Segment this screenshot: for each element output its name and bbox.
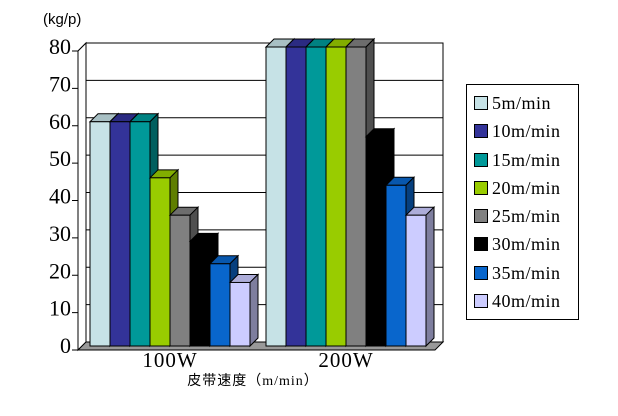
bar-front-face — [109, 121, 131, 347]
bar-40m/min-100W — [228, 273, 260, 348]
bar-front-face — [209, 263, 231, 347]
legend-label: 15m/min — [492, 149, 561, 170]
left-wall — [77, 41, 87, 352]
y-tick-label: 10 — [49, 296, 71, 321]
bar-side-face — [425, 205, 435, 348]
bar-front-face — [345, 46, 367, 347]
bar-front-face — [189, 240, 211, 347]
legend-label: 30m/min — [492, 234, 561, 255]
x-axis-title: 皮带速度（m/min） — [187, 373, 319, 389]
legend-swatch — [474, 180, 488, 195]
legend-label: 35m/min — [492, 262, 561, 283]
legend-label: 25m/min — [492, 206, 561, 227]
y-tick-label: 80 — [49, 34, 71, 59]
legend-swatch — [474, 265, 488, 280]
legend-row: 25m/min — [474, 207, 578, 225]
legend-label: 10m/min — [492, 121, 561, 142]
legend-row: 10m/min — [474, 122, 578, 140]
y-tick-label: 0 — [60, 333, 71, 358]
bar-front-face — [265, 46, 287, 347]
bar-front-face — [285, 46, 307, 347]
bar-front-face — [149, 177, 171, 347]
y-tick-label: 30 — [49, 221, 71, 246]
bar-front-face — [365, 136, 387, 347]
legend-swatch — [474, 152, 488, 167]
legend-label: 40m/min — [492, 290, 561, 311]
category-label: 100W — [142, 348, 197, 372]
legend-row: 30m/min — [474, 235, 578, 253]
legend-swatch — [474, 237, 488, 252]
legend-row: 5m/min — [474, 94, 578, 112]
y-tick-label: 70 — [49, 71, 71, 96]
bar-front-face — [305, 46, 327, 347]
legend-row: 20m/min — [474, 179, 578, 197]
legend-swatch — [474, 96, 488, 111]
bar-front-face — [129, 121, 151, 347]
bars-layer — [88, 37, 436, 348]
bar-front-face — [89, 121, 111, 347]
y-tick-label: 40 — [49, 184, 71, 209]
y-axis-unit-label: (kg/p) — [43, 11, 81, 28]
axis-labels: 0 10 20 30 40 50 60 70 80 100W 200W — [49, 34, 373, 372]
bar-front-face — [405, 214, 427, 347]
category-label: 200W — [318, 348, 373, 372]
legend-row: 40m/min — [474, 292, 578, 310]
bar-front-face — [229, 281, 251, 347]
legend-swatch — [474, 124, 488, 139]
y-tick-label: 20 — [49, 258, 71, 283]
y-tick-label: 50 — [49, 146, 71, 171]
bar-40m/min-200W — [404, 205, 436, 348]
legend-label: 20m/min — [492, 177, 561, 198]
legend-row: 35m/min — [474, 264, 578, 282]
bar-front-face — [325, 46, 347, 347]
y-tick-label: 60 — [49, 109, 71, 134]
legend-row: 15m/min — [474, 151, 578, 169]
bar-front-face — [169, 214, 191, 347]
legend-swatch — [474, 293, 488, 308]
legend-label: 5m/min — [492, 93, 552, 114]
bar-side-face — [249, 273, 259, 348]
bar-front-face — [385, 184, 407, 347]
legend-swatch — [474, 209, 488, 224]
legend: 5m/min 10m/min 15m/min 20m/min 25m/min 30m/mi… — [466, 84, 579, 320]
